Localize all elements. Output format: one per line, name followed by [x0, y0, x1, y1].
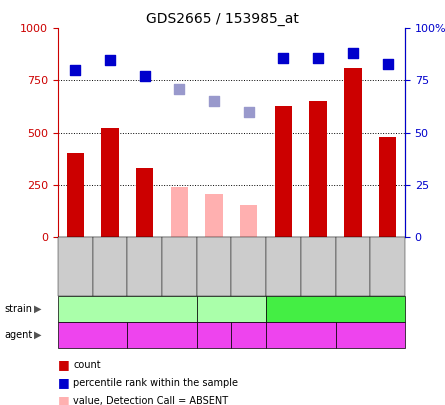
Text: GSM60485: GSM60485	[383, 243, 392, 289]
Text: ■: ■	[58, 376, 69, 389]
Point	[176, 85, 183, 92]
Bar	[344, 68, 362, 237]
Text: untreated: untreated	[349, 330, 391, 340]
Point	[384, 61, 391, 67]
Text: GSM60486: GSM60486	[279, 243, 288, 289]
Bar	[240, 205, 257, 237]
Bar	[206, 194, 223, 237]
Text: GSM60483: GSM60483	[105, 243, 114, 289]
Point	[349, 50, 356, 57]
Bar	[67, 153, 84, 237]
Text: radiati
on: radiati on	[201, 326, 227, 345]
Text: percentile rank within the sample: percentile rank within the sample	[73, 378, 239, 388]
Point	[210, 98, 218, 104]
Point	[72, 67, 79, 73]
Text: agent: agent	[4, 330, 32, 340]
Text: wild type strain w1118: wild type strain w1118	[79, 304, 175, 313]
Point	[315, 54, 322, 61]
Text: radiation: radiation	[74, 330, 111, 340]
Text: ■: ■	[58, 394, 69, 405]
Text: untreated: untreated	[141, 330, 183, 340]
Text: value, Detection Call = ABSENT: value, Detection Call = ABSENT	[73, 396, 229, 405]
Text: ▶: ▶	[34, 330, 41, 340]
Text: GSM60479: GSM60479	[140, 243, 149, 289]
Point	[280, 54, 287, 61]
Text: count: count	[73, 360, 101, 369]
Bar	[379, 137, 396, 237]
Text: GSM60480: GSM60480	[175, 243, 184, 289]
Text: strain: strain	[4, 304, 32, 314]
Text: wild type
strain yw: wild type strain yw	[212, 299, 251, 318]
Bar	[171, 187, 188, 237]
Text: p53 mutant: p53 mutant	[311, 304, 360, 313]
Bar	[101, 128, 118, 237]
Text: GSM60481: GSM60481	[210, 243, 218, 289]
Text: GSM60487: GSM60487	[314, 243, 323, 289]
Text: GSM60482: GSM60482	[71, 243, 80, 289]
Point	[106, 56, 113, 63]
Text: radiation: radiation	[282, 330, 320, 340]
Bar	[136, 168, 153, 237]
Text: GSM60478: GSM60478	[244, 243, 253, 289]
Bar	[310, 101, 327, 237]
Text: ▶: ▶	[34, 304, 41, 314]
Point	[141, 73, 148, 79]
Text: untreat
ed: untreat ed	[233, 326, 264, 345]
Text: GSM60484: GSM60484	[348, 243, 357, 289]
Point	[245, 109, 252, 115]
Bar	[275, 106, 292, 237]
Text: ■: ■	[58, 358, 69, 371]
Text: GDS2665 / 153985_at: GDS2665 / 153985_at	[146, 12, 299, 26]
